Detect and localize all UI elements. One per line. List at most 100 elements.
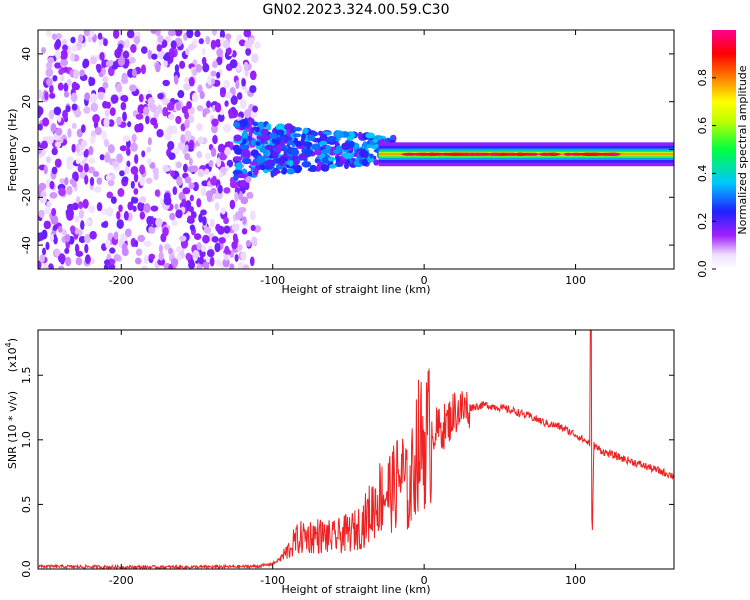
noise-speckle: [78, 201, 84, 210]
signal-blob: [282, 167, 288, 175]
signal-blob: [252, 168, 259, 176]
carrier-peak: [417, 152, 432, 156]
noise-speckle: [199, 91, 205, 100]
signal-blob: [288, 160, 294, 167]
carrier-peak: [512, 152, 527, 156]
signal-blob: [252, 121, 259, 127]
noise-speckle: [146, 146, 152, 153]
noise-speckle: [196, 198, 202, 208]
noise-speckle: [177, 141, 186, 151]
noise-speckle: [101, 208, 110, 215]
noise-speckle: [61, 49, 68, 59]
noise-speckle: [185, 48, 190, 56]
noise-speckle: [124, 228, 132, 238]
noise-speckle: [174, 30, 183, 37]
noise-speckle: [252, 105, 258, 113]
noise-speckle: [188, 115, 195, 123]
noise-speckle: [219, 166, 227, 174]
carrier-peak: [563, 152, 573, 156]
noise-speckle: [211, 78, 216, 85]
noise-speckle: [157, 258, 166, 266]
noise-speckle: [156, 104, 163, 114]
noise-speckle: [196, 104, 204, 112]
noise-speckle: [185, 200, 192, 209]
noise-speckle: [110, 94, 119, 104]
snr-scale-prefix: (x10: [6, 347, 19, 372]
noise-speckle: [84, 243, 89, 254]
snr-panel: -200 -100 0 100 0.0 0.5 1.0 1.5 Height of strai…: [4, 329, 675, 596]
noise-speckle: [162, 79, 170, 87]
noise-speckle: [242, 216, 247, 225]
noise-speckle: [217, 113, 225, 123]
noise-speckle: [52, 224, 58, 232]
signal-blob: [286, 139, 296, 146]
noise-speckle: [59, 178, 65, 185]
noise-speckle: [44, 207, 52, 215]
noise-speckle: [222, 39, 230, 49]
noise-speckle: [216, 157, 222, 168]
y-tick-label: 20: [20, 95, 33, 109]
noise-speckle: [99, 154, 105, 161]
noise-speckle: [226, 159, 234, 168]
noise-speckle: [219, 87, 226, 94]
signal-blob: [349, 140, 355, 148]
signal-blob: [232, 156, 243, 162]
noise-speckle: [57, 114, 62, 123]
noise-speckle: [92, 171, 100, 178]
noise-speckle: [78, 209, 85, 219]
noise-speckle: [240, 251, 247, 261]
noise-speckle: [109, 59, 114, 67]
noise-speckle: [210, 70, 217, 77]
carrier-peak: [530, 152, 539, 156]
noise-speckle: [192, 38, 198, 46]
signal-blob: [239, 119, 248, 127]
noise-speckle: [88, 77, 96, 86]
signal-blob: [293, 127, 302, 132]
carrier-peak: [581, 152, 594, 156]
snr-scale-exponent: 4: [4, 342, 13, 347]
noise-speckle: [139, 164, 146, 175]
noise-speckle: [38, 182, 47, 191]
noise-speckle: [249, 210, 256, 221]
signal-blob: [362, 158, 368, 166]
noise-speckle: [216, 258, 221, 267]
noise-speckle: [46, 156, 51, 164]
noise-speckle: [186, 30, 194, 39]
noise-speckle: [127, 121, 132, 128]
signal-blob: [270, 170, 275, 178]
noise-speckle: [42, 117, 50, 127]
noise-speckle: [214, 102, 222, 113]
noise-speckle: [231, 223, 240, 232]
noise-speckle: [203, 261, 210, 269]
noise-speckle: [206, 249, 215, 258]
noise-speckle: [223, 123, 232, 133]
noise-speckle: [223, 187, 231, 194]
noise-speckle: [53, 235, 58, 245]
noise-speckle: [243, 30, 252, 38]
signal-blob: [291, 155, 298, 161]
signal-blob: [311, 143, 322, 151]
noise-speckle: [71, 44, 78, 52]
noise-speckle: [156, 44, 163, 52]
noise-speckle: [166, 102, 175, 111]
noise-speckle: [206, 100, 211, 109]
noise-speckle: [124, 165, 130, 175]
noise-speckle: [248, 37, 255, 44]
noise-speckle: [88, 157, 96, 164]
x-tick-label: 100: [565, 574, 586, 587]
signal-blob: [256, 155, 265, 164]
noise-speckle: [66, 203, 75, 212]
noise-speckle: [119, 170, 125, 177]
noise-speckle: [65, 105, 71, 113]
noise-speckle: [188, 157, 193, 166]
noise-speckle: [64, 177, 69, 186]
noise-speckle: [198, 213, 203, 223]
noise-speckle: [245, 176, 252, 183]
noise-speckle: [210, 147, 217, 158]
noise-speckle: [97, 32, 103, 40]
noise-speckle: [188, 106, 195, 115]
noise-speckle: [210, 187, 217, 194]
noise-speckle: [174, 64, 180, 73]
noise-speckle: [198, 38, 204, 45]
